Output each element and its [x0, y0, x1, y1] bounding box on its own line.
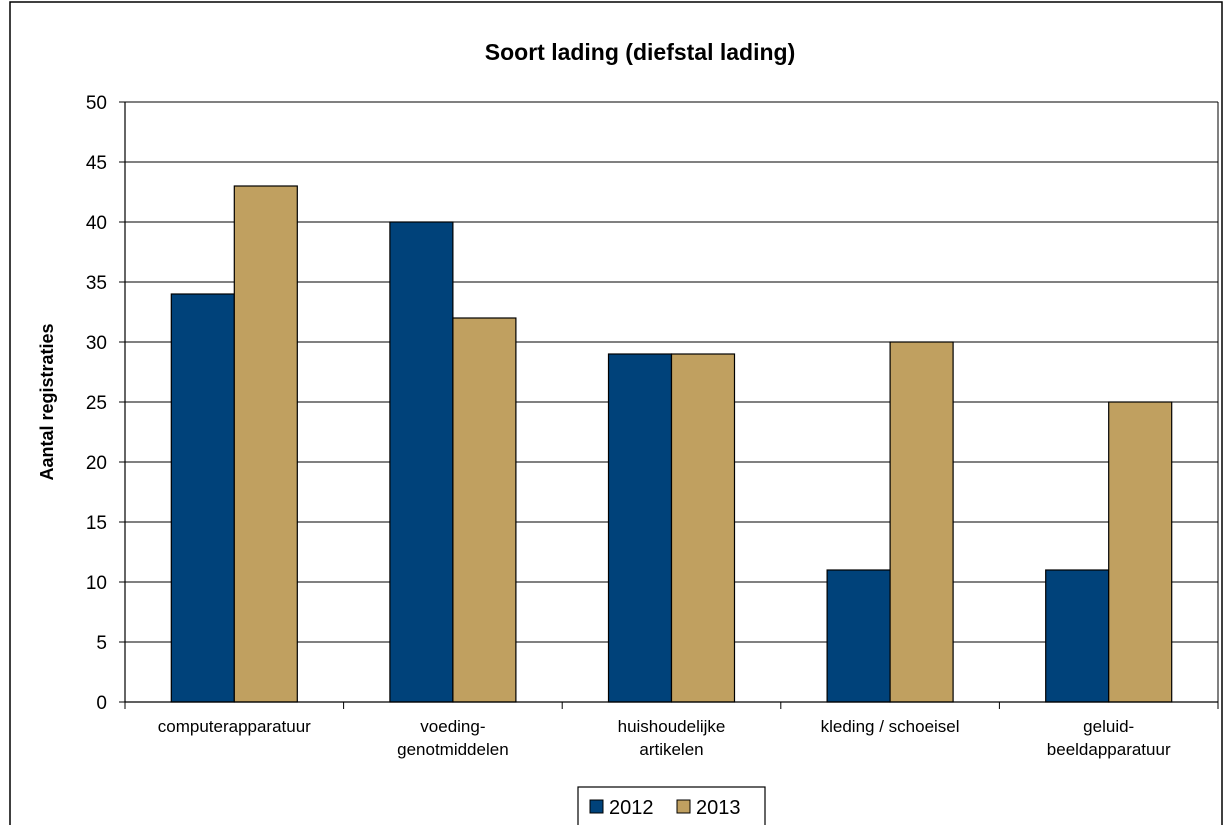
x-tick-label-4: geluid-beeldapparatuur — [1047, 717, 1171, 759]
y-tick-label-0: 0 — [96, 693, 107, 714]
y-axis-label: Aantal registraties — [37, 323, 57, 480]
x-axis-tick-labels: computerapparatuur voeding-genotmiddelen h… — [158, 717, 1171, 759]
legend: 2012 2013 — [577, 786, 766, 828]
bar-2013-0 — [233, 185, 298, 703]
y-tick-label-35: 35 — [86, 273, 107, 294]
legend-swatch-2012 — [589, 799, 604, 814]
bar-2013-2 — [670, 353, 736, 703]
bars — [170, 185, 1173, 703]
bar-2013-1 — [452, 317, 517, 703]
bar-2013-3 — [889, 341, 954, 703]
bar-2012-0 — [170, 293, 235, 703]
x-tick-label-0: computerapparatuur — [158, 717, 311, 736]
y-tick-label-25: 25 — [86, 393, 107, 414]
bar-2012-2 — [607, 353, 673, 703]
y-axis-ticks: 0 5 10 15 20 25 30 35 40 45 50 — [86, 93, 125, 714]
gridlines — [125, 101, 1218, 643]
legend-swatch-2013 — [676, 799, 691, 814]
y-tick-label-45: 45 — [86, 153, 107, 174]
y-tick-label-30: 30 — [86, 333, 107, 354]
y-tick-label-20: 20 — [86, 453, 107, 474]
legend-box — [577, 786, 766, 828]
y-tick-label-5: 5 — [96, 633, 107, 654]
bar-2012-4 — [1045, 569, 1110, 703]
y-tick-label-10: 10 — [86, 573, 107, 594]
bar-2012-1 — [389, 221, 454, 703]
cropped-heading-fragment — [150, 0, 490, 2]
axes — [124, 102, 1219, 709]
x-tick-label-3: kleding / schoeisel — [821, 717, 960, 736]
bar-2012-3 — [826, 569, 891, 703]
bar-2013-4 — [1108, 401, 1173, 703]
x-tick-label-1: voeding-genotmiddelen — [397, 717, 509, 759]
x-tick-label-2: huishoudelijke artikelen — [618, 717, 726, 759]
y-tick-label-40: 40 — [86, 213, 107, 234]
y-tick-label-50: 50 — [86, 93, 107, 114]
legend-label-2012: 2012 — [609, 797, 654, 819]
y-tick-label-15: 15 — [86, 513, 107, 534]
chart-title: Soort lading (diefstal lading) — [485, 39, 796, 65]
legend-label-2013: 2013 — [696, 797, 741, 819]
